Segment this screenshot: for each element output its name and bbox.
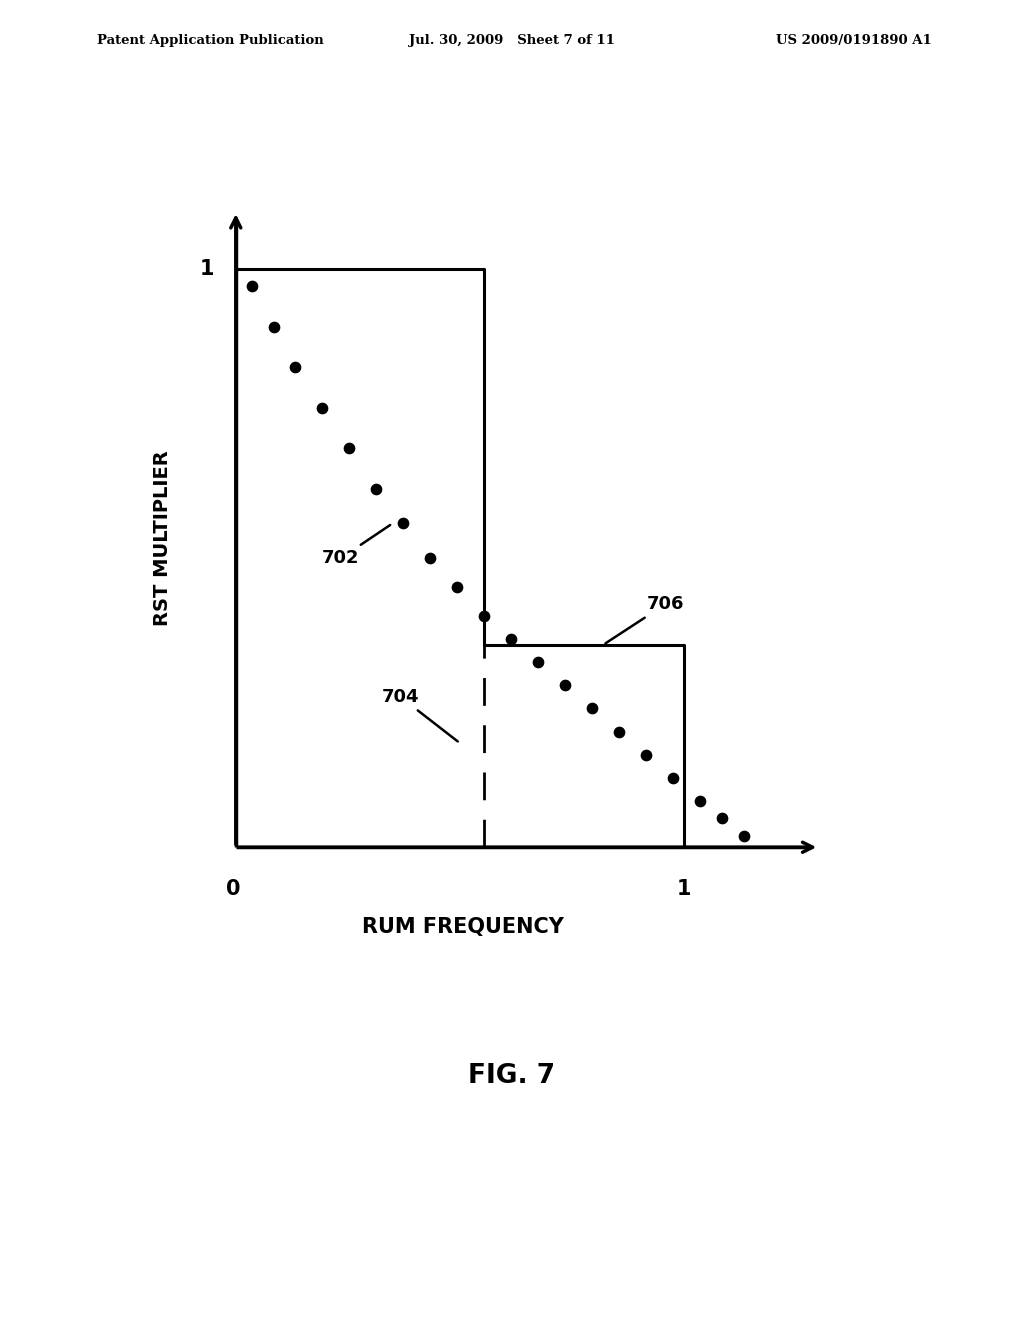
- Point: [735, 825, 752, 846]
- Text: 706: 706: [605, 595, 684, 643]
- Point: [314, 397, 331, 418]
- Text: US 2009/0191890 A1: US 2009/0191890 A1: [776, 34, 932, 48]
- Point: [341, 438, 357, 459]
- Point: [244, 276, 260, 297]
- Point: [368, 478, 384, 499]
- Text: FIG. 7: FIG. 7: [468, 1063, 556, 1089]
- Point: [638, 744, 654, 766]
- Text: 704: 704: [382, 688, 458, 742]
- Point: [422, 548, 438, 569]
- Point: [395, 513, 412, 535]
- Point: [530, 652, 547, 673]
- Point: [557, 675, 573, 696]
- Text: 1: 1: [677, 879, 691, 899]
- Text: Patent Application Publication: Patent Application Publication: [97, 34, 324, 48]
- Text: Jul. 30, 2009   Sheet 7 of 11: Jul. 30, 2009 Sheet 7 of 11: [409, 34, 615, 48]
- Text: 1: 1: [200, 259, 214, 279]
- Point: [287, 356, 303, 378]
- Point: [692, 791, 709, 812]
- Point: [503, 628, 519, 649]
- Point: [476, 606, 493, 627]
- Point: [450, 577, 466, 598]
- Text: 702: 702: [323, 525, 390, 568]
- Point: [714, 808, 730, 829]
- Point: [666, 767, 682, 788]
- Point: [611, 721, 628, 742]
- Text: RUM FREQUENCY: RUM FREQUENCY: [361, 916, 563, 937]
- Point: [584, 698, 600, 719]
- Point: [265, 317, 282, 338]
- Text: 0: 0: [226, 879, 241, 899]
- Text: RST MULTIPLIER: RST MULTIPLIER: [154, 450, 172, 626]
